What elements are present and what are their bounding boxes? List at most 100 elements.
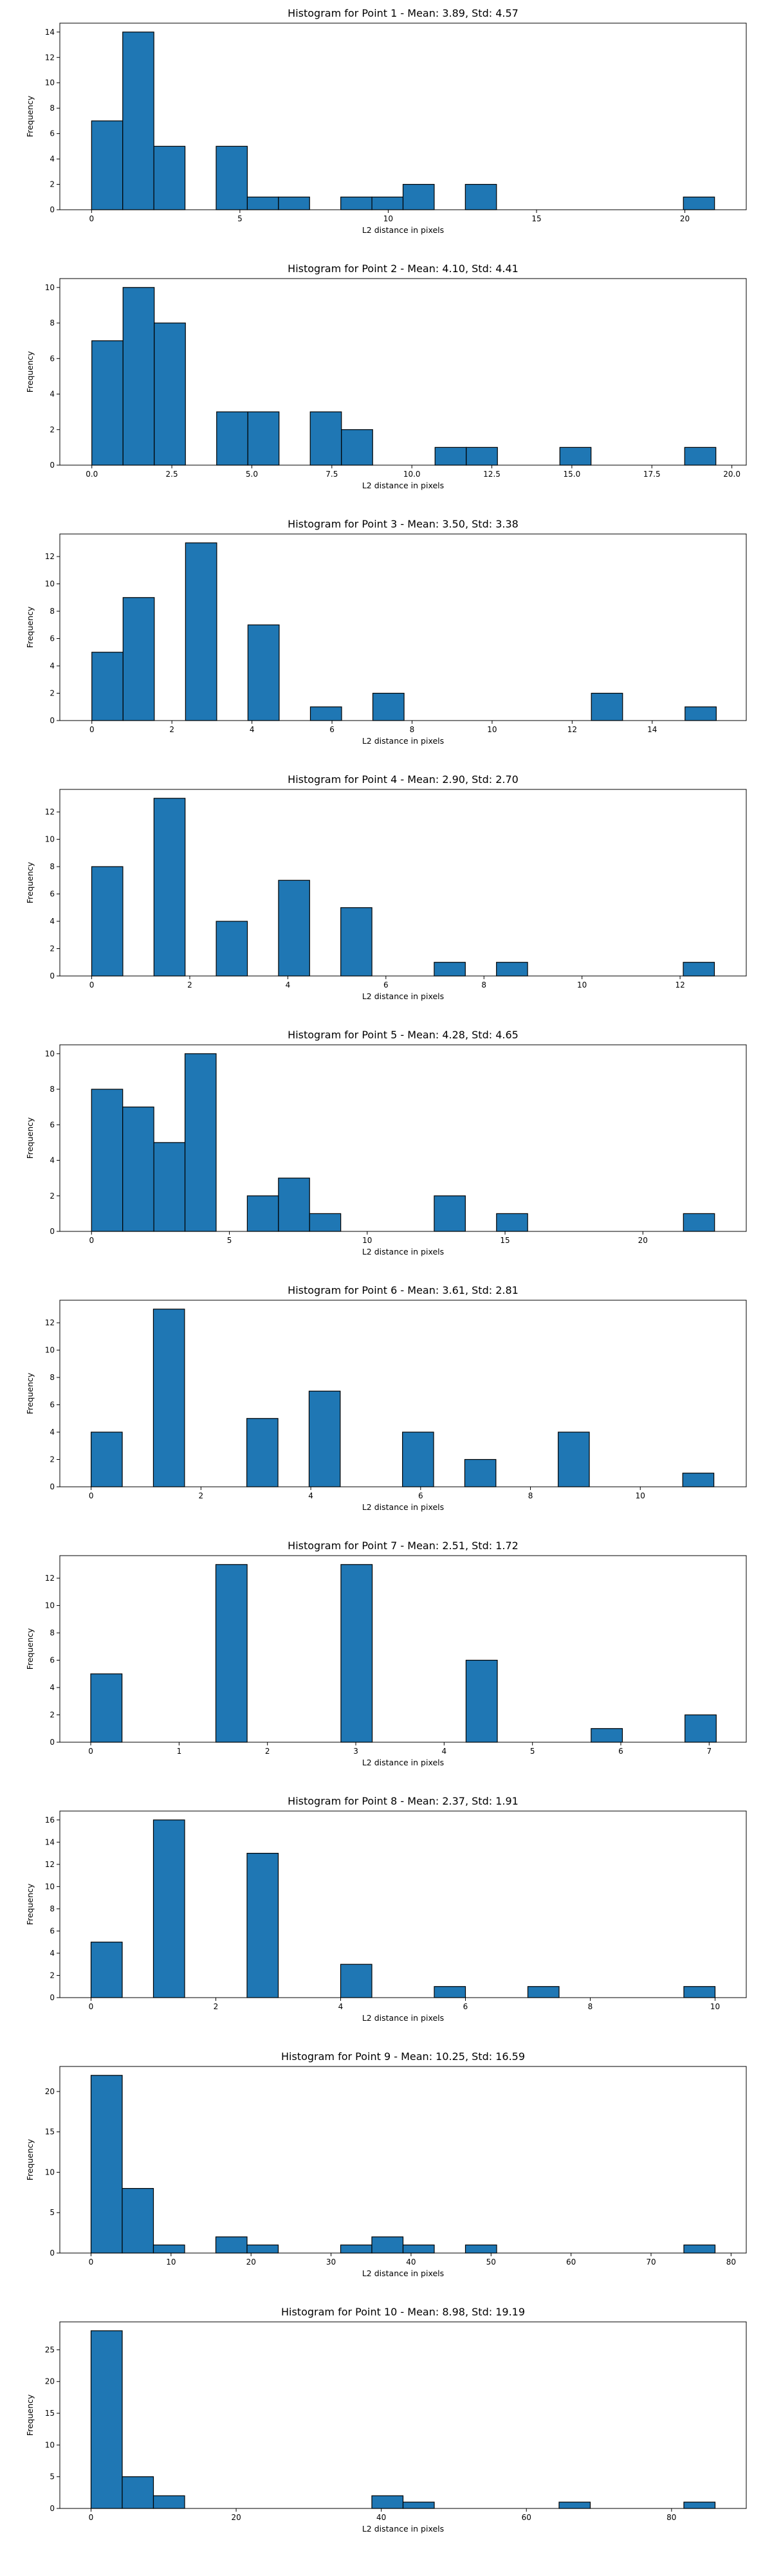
histogram-bar — [340, 2244, 372, 2254]
x-tick-label: 5 — [530, 1747, 535, 1756]
histogram-bar — [341, 429, 373, 466]
histogram-bar — [90, 1673, 123, 1743]
bars — [91, 287, 717, 466]
histogram-bar — [246, 1418, 279, 1487]
histogram-bar — [152, 1819, 185, 1998]
x-tick-label: 2 — [265, 1747, 270, 1756]
histogram-bar — [246, 2244, 279, 2254]
x-tick-label: 10 — [362, 1236, 372, 1245]
y-tick-label: 10 — [45, 835, 55, 844]
axes-frame — [59, 1300, 747, 1487]
x-tick-label: 40 — [376, 2513, 386, 2522]
y-axis: 0 5 10 15 20 — [45, 2087, 60, 2258]
y-axis-label: Frequency — [25, 1372, 35, 1414]
x-tick-label: 2 — [187, 980, 192, 989]
x-tick-label: 4 — [286, 980, 291, 989]
histogram-bar — [278, 1177, 310, 1232]
y-tick-label: 8 — [50, 1904, 55, 1913]
x-axis: 0 20 40 60 80 — [89, 2508, 676, 2522]
y-tick-label: 4 — [50, 1683, 55, 1692]
chart-title: Histogram for Point 1 - Mean: 3.89, Std:… — [288, 7, 519, 19]
histogram-bar — [683, 1213, 715, 1232]
x-tick-label: 0 — [89, 725, 95, 734]
histogram-bar — [464, 183, 497, 210]
x-tick-label: 12 — [675, 980, 685, 989]
x-tick-label: 7 — [707, 1747, 712, 1756]
histogram-bar — [308, 1390, 341, 1487]
histogram-bar — [246, 196, 279, 210]
x-tick-label: 10 — [710, 2002, 720, 2011]
axes-frame — [59, 789, 747, 977]
x-tick-label: 10.0 — [403, 470, 421, 479]
histogram-bar — [684, 446, 717, 466]
x-tick-label: 6 — [329, 725, 335, 734]
histogram-bar — [153, 145, 186, 210]
x-tick-label: 2 — [169, 725, 174, 734]
x-tick-label: 0 — [89, 214, 95, 223]
bars — [91, 1053, 715, 1232]
histogram-bar — [340, 196, 372, 210]
histogram-bar — [496, 1213, 528, 1232]
histogram-bar — [122, 597, 155, 721]
y-tick-label: 14 — [45, 1837, 55, 1846]
y-tick-label: 10 — [45, 78, 55, 87]
x-tick-label: 6 — [383, 980, 389, 989]
histogram-bar — [683, 962, 715, 977]
y-tick-label: 6 — [50, 1401, 55, 1410]
x-axis: 0 5 10 15 20 — [89, 210, 690, 223]
bars — [90, 1819, 716, 1998]
x-axis: 0 1 2 3 4 5 6 7 — [88, 1742, 712, 1756]
y-tick-label: 6 — [50, 634, 55, 643]
histogram-panel-1: Histogram for Point 1 - Mean: 3.89, Std:… — [25, 7, 747, 235]
x-tick-label: 40 — [406, 2258, 416, 2267]
axes-frame — [59, 1810, 747, 1998]
histogram-bar — [309, 706, 342, 721]
histogram-bar — [402, 183, 435, 210]
histogram-bar — [278, 879, 310, 977]
y-tick-label: 8 — [50, 1628, 55, 1637]
chart-title: Histogram for Point 6 - Mean: 3.61, Std:… — [288, 1284, 519, 1296]
x-tick-label: 20 — [680, 214, 690, 223]
x-tick-label: 6 — [418, 1491, 423, 1500]
y-tick-label: 0 — [50, 1227, 55, 1236]
axes-frame — [59, 2066, 747, 2254]
y-tick-label: 12 — [45, 807, 55, 816]
y-tick-label: 15 — [45, 2409, 55, 2418]
x-axis: 0 2 4 6 8 10 — [89, 1998, 720, 2011]
histogram-bar — [434, 1986, 466, 1998]
x-axis: 0 5 10 15 20 — [89, 1231, 648, 1245]
x-axis-label: L2 distance in pixels — [362, 736, 444, 746]
x-tick-label: 15 — [500, 1236, 510, 1245]
y-axis: 0 2 4 6 8 10 — [45, 1049, 60, 1236]
y-tick-label: 10 — [45, 2167, 55, 2176]
x-tick-label: 6 — [463, 2002, 468, 2011]
histogram-bar — [91, 1431, 123, 1487]
x-tick-label: 17.5 — [643, 470, 661, 479]
bars — [91, 798, 715, 977]
y-tick-label: 25 — [45, 2345, 55, 2354]
histogram-bar — [402, 2244, 435, 2254]
histogram-bar — [152, 2495, 185, 2509]
y-tick-label: 0 — [50, 2249, 55, 2258]
y-tick-label: 10 — [45, 1346, 55, 1355]
histogram-bar — [465, 1659, 498, 1743]
x-tick-label: 0 — [89, 1491, 94, 1500]
x-tick-label: 70 — [646, 2258, 656, 2267]
histogram-bar — [402, 2501, 435, 2509]
x-tick-label: 8 — [588, 2002, 593, 2011]
histogram-panel-5: Histogram for Point 5 - Mean: 4.28, Std:… — [25, 1029, 747, 1256]
histogram-panel-4: Histogram for Point 4 - Mean: 2.90, Std:… — [25, 773, 747, 1001]
y-axis-label: Frequency — [25, 351, 35, 392]
histogram-bar — [527, 1986, 560, 1998]
x-tick-label: 4 — [250, 725, 255, 734]
x-tick-label: 4 — [308, 1491, 313, 1500]
y-tick-label: 4 — [50, 1428, 55, 1437]
y-tick-label: 8 — [50, 1085, 55, 1094]
histogram-bar — [246, 1195, 279, 1232]
y-axis-label: Frequency — [25, 1117, 35, 1159]
y-axis-label: Frequency — [25, 2394, 35, 2436]
histogram-bar — [683, 1986, 716, 1998]
bars — [90, 1564, 717, 1743]
axes-frame — [59, 1555, 747, 1743]
